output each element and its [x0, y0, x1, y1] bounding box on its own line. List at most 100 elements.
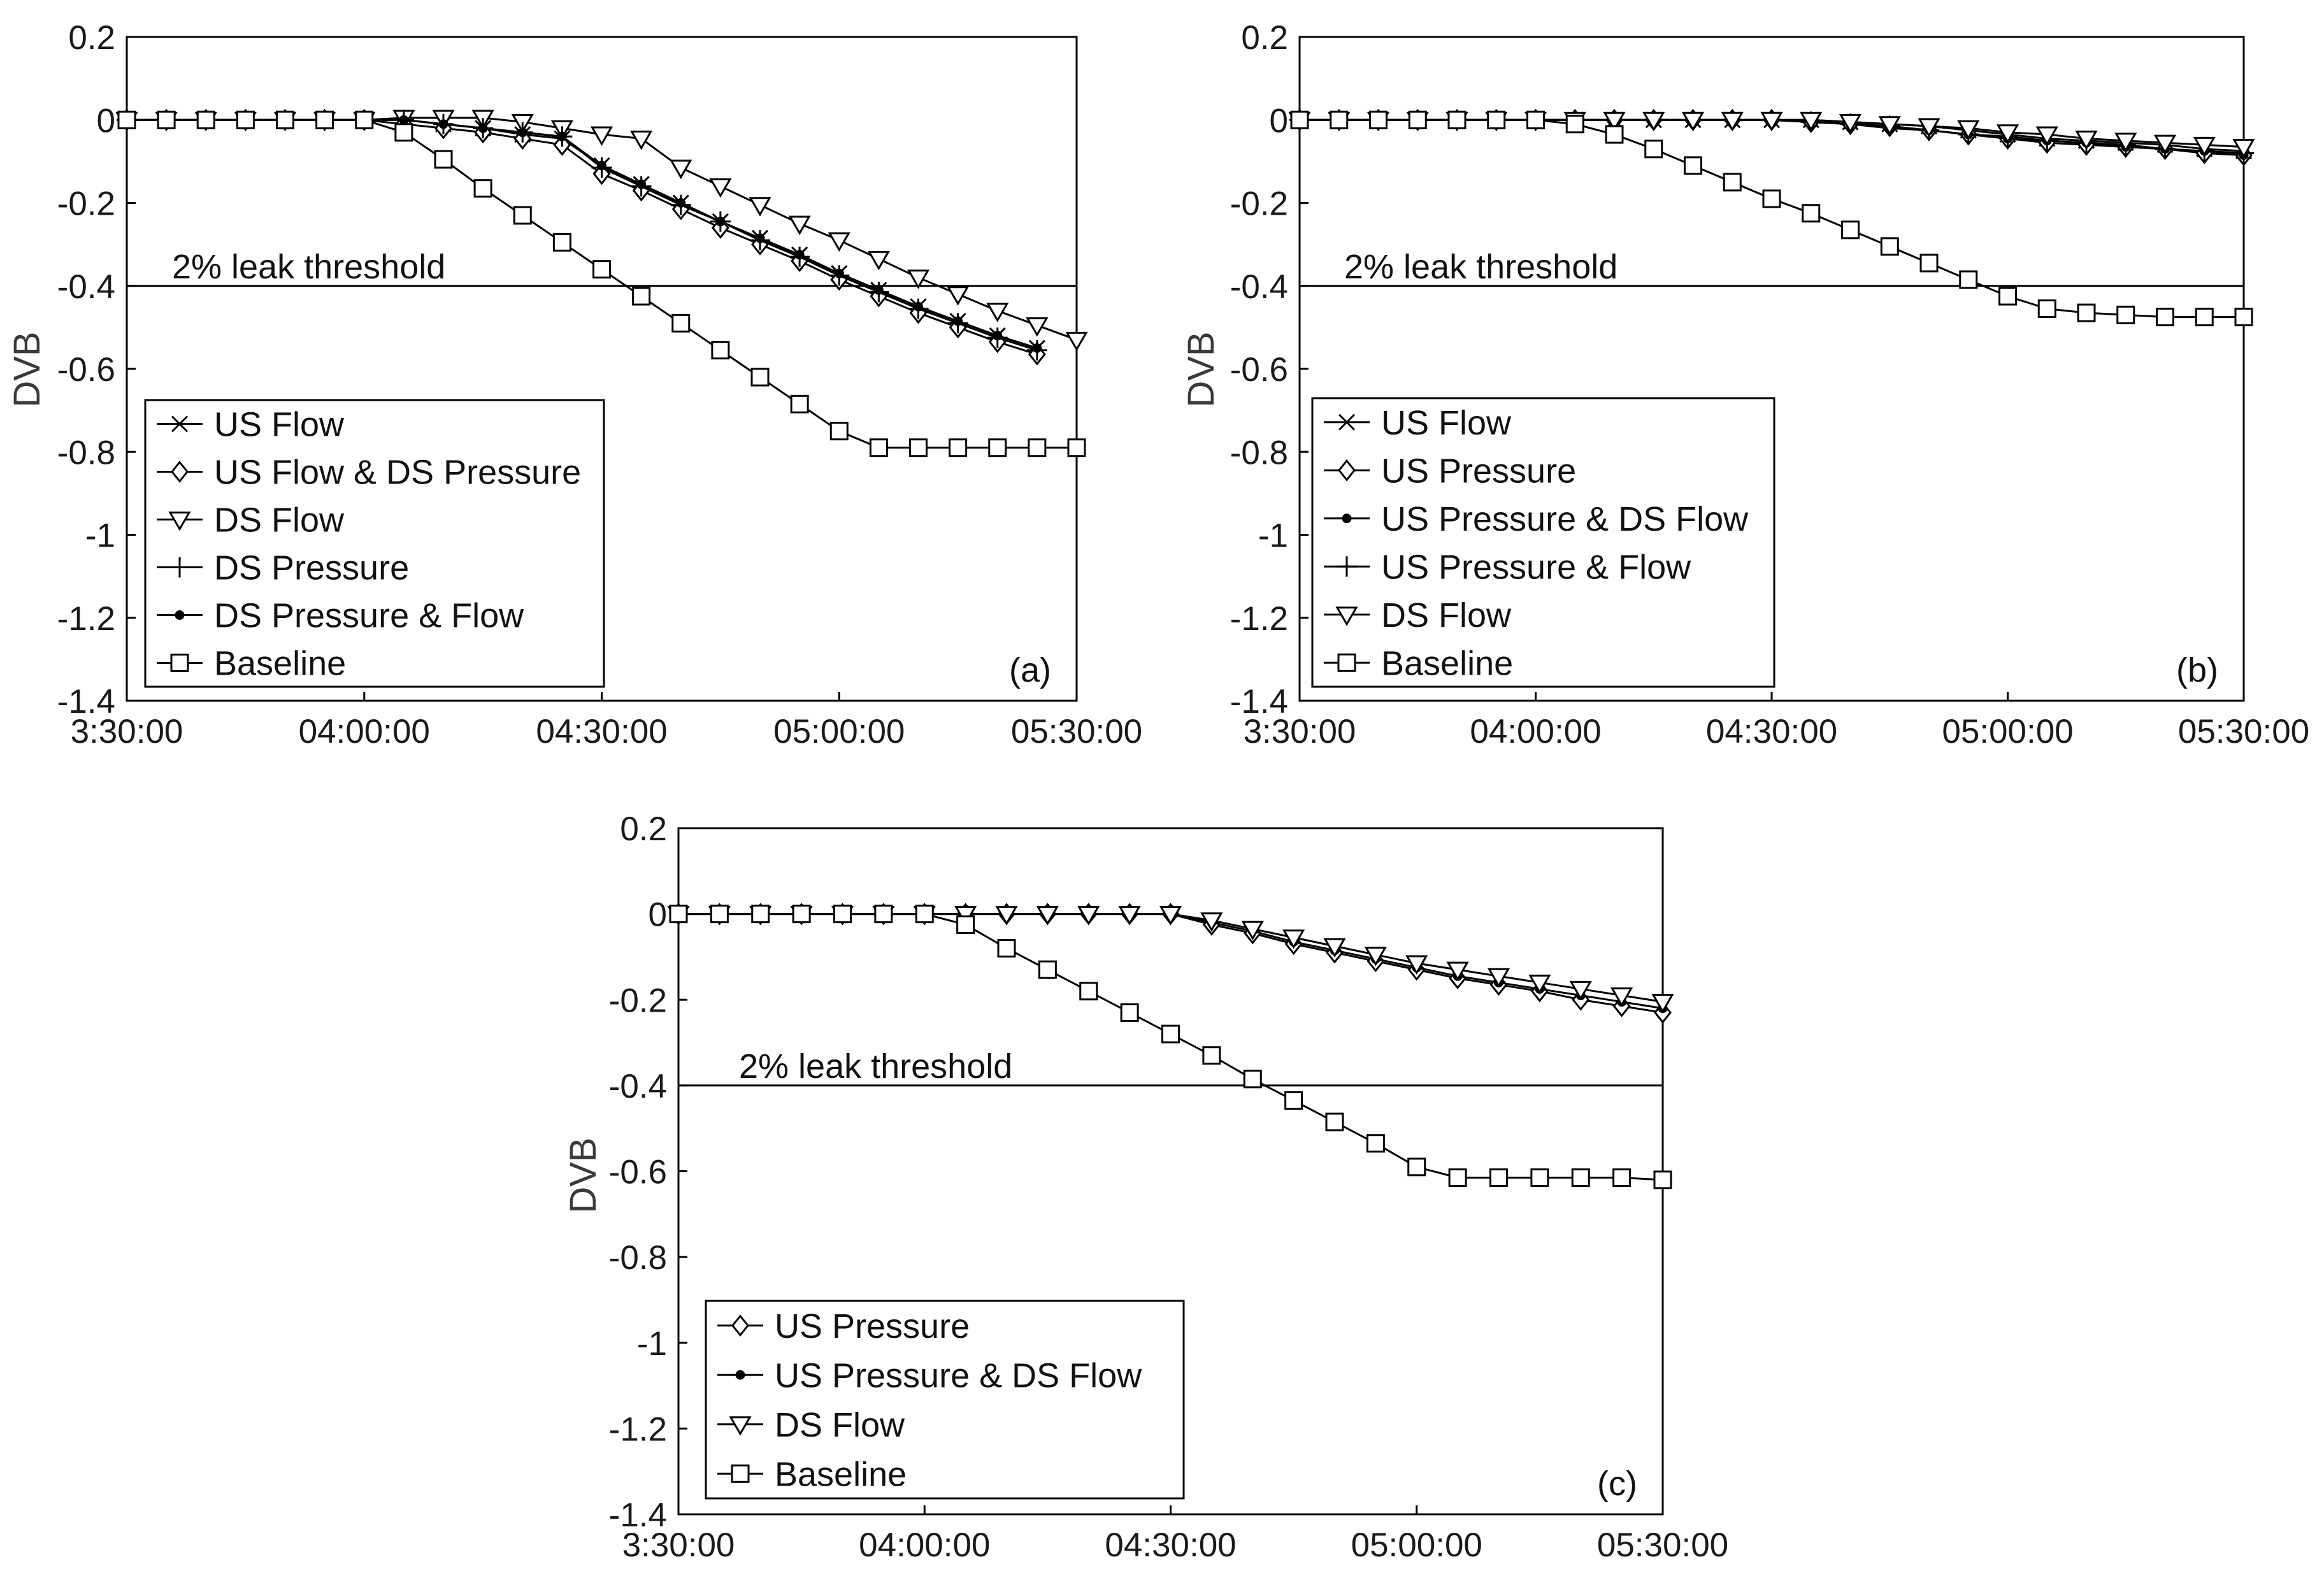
legend-marker — [1342, 513, 1352, 524]
data-point — [1366, 1134, 1385, 1153]
data-point — [829, 422, 849, 441]
data-point — [1880, 237, 1899, 256]
panel-label: (a) — [1009, 651, 1051, 689]
legend-marker — [1338, 459, 1356, 482]
data-point — [592, 260, 611, 279]
x-tick-label: 05:30:00 — [1597, 1526, 1728, 1564]
series-baseline — [1290, 110, 2253, 327]
data-point — [874, 905, 893, 924]
data-point — [2153, 134, 2177, 155]
data-point — [1684, 156, 1702, 175]
data-point — [2116, 305, 2135, 324]
y-tick-label: -1.2 — [609, 1410, 667, 1448]
data-point — [1026, 317, 1049, 337]
data-point — [1612, 1168, 1632, 1187]
data-point — [995, 906, 1018, 926]
data-point — [1642, 111, 1665, 132]
x-tick-label: 04:00:00 — [299, 713, 430, 750]
legend-entry: US Pressure & DS Flow — [775, 1356, 1142, 1395]
legend-entry: DS Pressure & Flow — [214, 597, 524, 635]
data-point — [1282, 929, 1305, 949]
y-tick-label: -0.8 — [1230, 434, 1288, 471]
data-point — [709, 178, 732, 198]
legend-box — [1311, 397, 1775, 688]
data-point — [1202, 1046, 1221, 1065]
data-point — [1571, 1168, 1590, 1187]
legend-entry: DS Flow — [775, 1406, 905, 1444]
legend-box — [144, 399, 605, 688]
data-point — [986, 303, 1009, 322]
y-tick-label: -0.4 — [609, 1068, 667, 1105]
data-point — [2077, 303, 2096, 322]
legend-marker — [169, 557, 190, 578]
legend-entry: US Flow & DS Pressure — [214, 454, 581, 492]
data-point — [907, 269, 930, 289]
data-point — [1996, 124, 2019, 144]
data-point — [1067, 438, 1086, 457]
data-point — [676, 198, 686, 208]
data-point — [956, 915, 975, 934]
x-tick-label: 05:00:00 — [1351, 1526, 1482, 1564]
data-point — [1118, 906, 1141, 926]
legend-entry: DS Pressure — [214, 549, 409, 587]
legend-entry: US Flow — [214, 406, 345, 444]
data-point — [792, 905, 811, 924]
data-point — [790, 394, 809, 413]
data-point — [355, 110, 374, 129]
data-point — [2232, 139, 2255, 159]
x-tick-label: 04:00:00 — [859, 1526, 990, 1564]
data-point — [997, 938, 1016, 958]
data-point — [513, 206, 532, 225]
data-point — [1918, 118, 1940, 138]
y-axis-label: DVB — [563, 1137, 604, 1213]
x-tick-label: 3:30:00 — [1244, 713, 1356, 750]
data-point — [834, 268, 844, 278]
data-point — [1760, 111, 1783, 132]
data-point — [1565, 115, 1584, 134]
data-point — [394, 123, 413, 142]
data-point — [1957, 120, 1980, 140]
y-tick-label: 0 — [97, 102, 115, 140]
data-point — [1036, 906, 1059, 926]
legend: US Flow US Pressure US Pressure & DS Flow U… — [1311, 397, 1775, 688]
data-point — [670, 159, 692, 180]
data-point — [2156, 308, 2174, 327]
data-point — [915, 905, 934, 924]
data-point — [478, 123, 488, 133]
data-point — [1159, 906, 1182, 926]
data-point — [1603, 111, 1626, 132]
legend-entry: US Flow — [1381, 404, 1512, 442]
y-tick-label: -0.4 — [1230, 268, 1288, 306]
data-point — [590, 126, 613, 147]
data-point — [399, 115, 409, 125]
data-point — [1405, 955, 1428, 975]
y-tick-label: -1 — [85, 517, 115, 555]
data-point — [2234, 308, 2253, 327]
data-point — [2114, 133, 2137, 152]
y-axis-label: DVB — [1180, 331, 1222, 407]
y-tick-label: -1.4 — [609, 1496, 667, 1534]
data-point — [711, 341, 730, 360]
y-tick-label: -0.2 — [609, 982, 667, 1019]
threshold-label: 2% leak threshold — [739, 1047, 1012, 1086]
data-point — [1446, 961, 1469, 982]
data-point — [236, 110, 255, 129]
chart-panel-b: 0.2 0 -0.2 -0.4 -0.6 -0.8 -1 -1.2 -1.43:30:00 04:… — [1180, 19, 2309, 750]
data-point — [1651, 994, 1674, 1014]
threshold-label: 2% leak threshold — [1344, 248, 1617, 286]
y-tick-label: 0 — [1270, 102, 1288, 140]
legend-marker — [1337, 653, 1356, 672]
legend-entry: Baseline — [775, 1455, 907, 1493]
panel-label: (b) — [2176, 651, 2218, 689]
y-tick-label: -0.2 — [1230, 185, 1288, 223]
data-point — [1644, 140, 1663, 159]
chart-panel-c: 0.2 0 -0.2 -0.4 -0.6 -0.8 -1 -1.2 -1.43:30:00 04:… — [563, 810, 1728, 1564]
data-point — [597, 161, 606, 171]
data-point — [632, 287, 651, 306]
y-tick-label: 0 — [649, 896, 667, 934]
legend-entry: US Pressure & Flow — [1381, 548, 1691, 586]
data-point — [276, 110, 294, 129]
legend-marker — [1337, 556, 1357, 577]
legend-box — [705, 1300, 1185, 1500]
y-tick-label: -0.6 — [609, 1154, 667, 1191]
